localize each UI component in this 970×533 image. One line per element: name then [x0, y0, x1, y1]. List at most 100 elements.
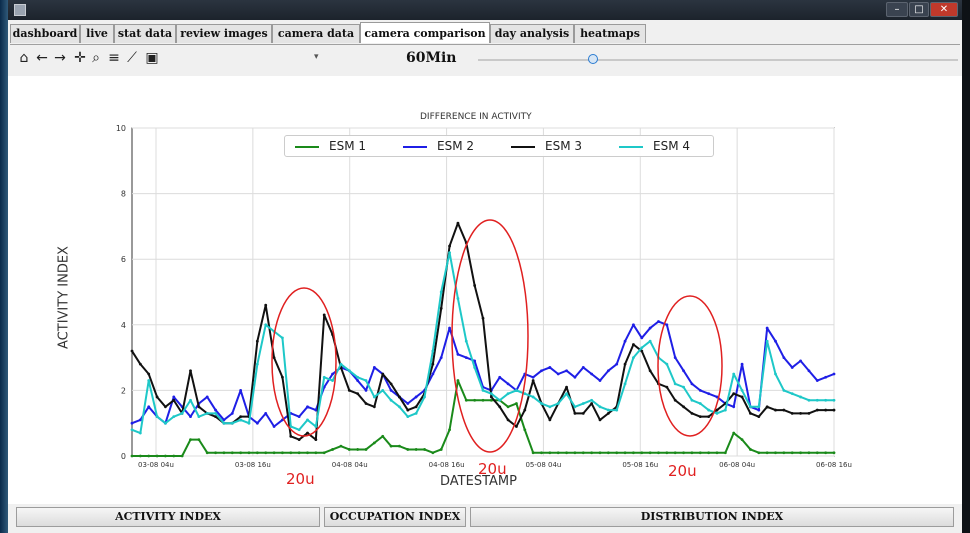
- tab-camera-comparison[interactable]: camera comparison: [360, 22, 490, 43]
- edit-axis-icon[interactable]: ⟋: [127, 50, 137, 66]
- plot-frame: [131, 127, 835, 457]
- activity-index-button[interactable]: ACTIVITY INDEX: [16, 507, 320, 527]
- data-point-esm3: [832, 408, 836, 412]
- data-point-esm2: [464, 356, 468, 359]
- occupation-index-button[interactable]: OCCUPATION INDEX: [324, 507, 466, 527]
- legend-label-esm4: ESM 4: [653, 139, 691, 153]
- data-point-esm3: [757, 415, 761, 419]
- data-point-esm4: [347, 369, 351, 373]
- data-point-esm4: [732, 372, 736, 376]
- data-point-esm3: [673, 398, 677, 402]
- data-point-esm3: [272, 356, 276, 359]
- interval-dropdown-arrow[interactable]: ▾: [314, 52, 319, 62]
- data-point-esm4: [431, 349, 435, 353]
- home-icon[interactable]: ⌂: [19, 50, 29, 66]
- maximize-button[interactable]: □: [909, 2, 929, 17]
- data-point-esm4: [489, 392, 493, 396]
- data-point-esm1: [732, 431, 736, 435]
- data-point-esm1: [615, 451, 619, 455]
- data-point-esm2: [473, 359, 477, 363]
- data-point-esm1: [406, 448, 410, 451]
- data-point-esm2: [757, 408, 761, 412]
- data-point-esm4: [439, 290, 443, 294]
- tab-dashboard[interactable]: dashboard: [10, 24, 80, 43]
- data-point-esm3: [807, 411, 811, 415]
- data-point-esm1: [381, 434, 385, 438]
- configure-subplots-icon[interactable]: ≡: [108, 50, 120, 66]
- data-point-esm3: [774, 408, 777, 412]
- data-point-esm4: [398, 405, 401, 409]
- data-point-esm1: [832, 451, 836, 455]
- x-tick-label: 05-08 16u: [622, 461, 658, 469]
- data-point-esm2: [172, 395, 176, 399]
- data-point-esm1: [247, 451, 251, 455]
- data-point-esm4: [306, 418, 309, 422]
- data-point-esm4: [297, 428, 301, 432]
- data-point-esm3: [239, 415, 243, 419]
- title-bar[interactable]: – □ ✕: [8, 0, 962, 20]
- data-point-esm2: [790, 366, 794, 369]
- data-point-esm3: [506, 418, 510, 422]
- data-point-esm1: [356, 448, 360, 451]
- data-point-esm2: [556, 372, 560, 376]
- data-point-esm3: [765, 405, 769, 409]
- data-point-esm3: [364, 402, 368, 405]
- data-point-esm3: [456, 221, 460, 225]
- data-point-esm2: [732, 405, 736, 409]
- data-point-esm3: [548, 418, 552, 422]
- back-icon[interactable]: ←: [36, 50, 48, 66]
- data-point-esm1: [138, 454, 142, 458]
- data-point-esm2: [799, 359, 802, 363]
- interval-slider-handle[interactable]: [588, 54, 599, 64]
- tab-stat-data[interactable]: stat data: [114, 24, 176, 43]
- data-point-esm2: [832, 372, 836, 376]
- data-point-esm1: [815, 451, 819, 455]
- legend-swatch-esm4: [619, 146, 643, 148]
- data-point-esm2: [698, 389, 702, 392]
- data-point-esm4: [414, 411, 418, 415]
- data-point-esm3: [715, 408, 719, 412]
- data-point-esm4: [456, 297, 460, 300]
- interval-label: 60Min: [406, 50, 457, 66]
- plot-toolbar: ⌂ ← → ✛ ⌕ ≡ ⟋ ▣ ▾ 60Min: [8, 46, 962, 72]
- data-point-esm3: [498, 405, 502, 409]
- close-button[interactable]: ✕: [930, 2, 958, 17]
- data-point-esm1: [581, 451, 585, 455]
- data-point-esm4: [556, 402, 560, 405]
- data-point-esm4: [322, 375, 326, 379]
- data-point-esm4: [230, 421, 234, 425]
- zoom-icon[interactable]: ⌕: [92, 50, 100, 66]
- tab-review-images[interactable]: review images: [176, 24, 272, 43]
- tab-live[interactable]: live: [80, 24, 114, 43]
- data-point-esm4: [531, 395, 535, 399]
- data-point-esm1: [331, 448, 334, 451]
- data-point-esm1: [623, 451, 627, 455]
- distribution-index-button[interactable]: DISTRIBUTION INDEX: [470, 507, 954, 527]
- data-point-esm1: [765, 451, 769, 455]
- data-point-esm1: [489, 398, 493, 402]
- data-point-esm4: [247, 421, 251, 425]
- interval-slider-track[interactable]: [478, 59, 958, 61]
- data-point-esm3: [523, 408, 527, 412]
- tab-heatmaps[interactable]: heatmaps: [574, 24, 646, 43]
- data-point-esm3: [372, 405, 376, 409]
- tab-day-analysis[interactable]: day analysis: [490, 24, 574, 43]
- annotation-label-3: 20u: [668, 462, 697, 480]
- pan-icon[interactable]: ✛: [74, 50, 86, 66]
- data-point-esm2: [389, 389, 393, 392]
- save-icon[interactable]: ▣: [145, 50, 159, 66]
- data-point-esm1: [164, 454, 167, 458]
- data-point-esm2: [740, 362, 744, 366]
- data-point-esm3: [448, 244, 451, 248]
- data-point-esm3: [356, 392, 360, 396]
- tab-camera-data[interactable]: camera data: [272, 24, 360, 43]
- data-point-esm3: [515, 425, 518, 428]
- minimize-button[interactable]: –: [886, 2, 908, 17]
- data-point-esm3: [347, 389, 351, 392]
- data-point-esm1: [723, 451, 727, 455]
- data-point-esm4: [824, 398, 828, 402]
- forward-icon[interactable]: →: [54, 50, 66, 66]
- data-point-esm1: [565, 451, 568, 455]
- data-point-esm1: [448, 428, 451, 432]
- data-point-esm2: [665, 323, 669, 327]
